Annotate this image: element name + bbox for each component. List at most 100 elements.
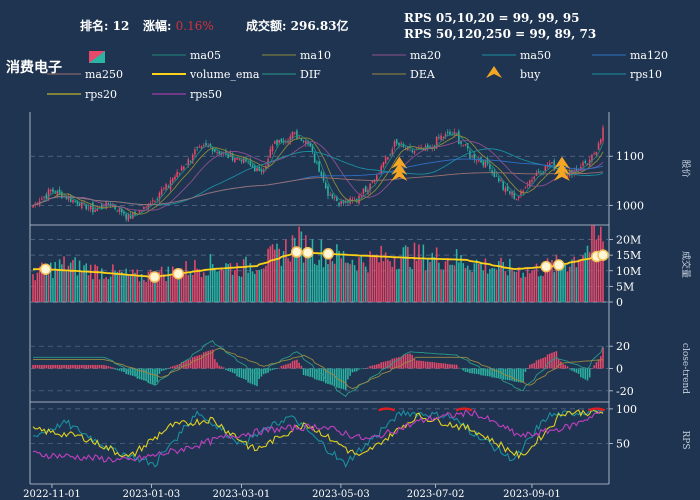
candle-body bbox=[429, 146, 431, 148]
candle-body bbox=[52, 188, 54, 192]
volume-bar bbox=[600, 226, 602, 302]
macd-histogram-bar bbox=[149, 368, 152, 384]
volume-bar bbox=[125, 268, 127, 302]
macd-histogram-bar bbox=[260, 368, 263, 377]
volume-bar bbox=[96, 265, 99, 302]
volume-bar bbox=[415, 260, 418, 302]
candle-body bbox=[442, 137, 445, 138]
macd-histogram-bar bbox=[49, 364, 52, 369]
macd-histogram-bar bbox=[327, 368, 329, 384]
candle-body bbox=[438, 137, 440, 138]
volume-bar bbox=[278, 248, 280, 302]
candle-body bbox=[584, 160, 587, 163]
macd-histogram-bar bbox=[58, 364, 61, 369]
macd-histogram-bar bbox=[103, 364, 105, 369]
macd-histogram-bar bbox=[515, 368, 518, 382]
legend-item-buy: buy bbox=[486, 66, 541, 81]
x-tick-label: 2023-03-01 bbox=[213, 489, 271, 500]
candle-body bbox=[96, 208, 99, 212]
candle-body bbox=[147, 205, 150, 210]
candle-body bbox=[69, 195, 72, 203]
macd-histogram-bar bbox=[324, 368, 327, 384]
macd-histogram-bar bbox=[591, 368, 593, 369]
macd-histogram-bar bbox=[466, 368, 469, 373]
legend-label-buy: buy bbox=[520, 68, 541, 81]
volume-bar bbox=[112, 264, 114, 302]
candle-body bbox=[551, 162, 553, 164]
volume-bar bbox=[364, 266, 367, 302]
dea-line bbox=[33, 347, 604, 390]
volume-bar bbox=[156, 281, 158, 302]
legend: ma05 ma10 ma20 ma50 ma120 ma250 volume_ema DIF D… bbox=[47, 49, 668, 101]
macd-histogram-bar bbox=[160, 368, 163, 372]
volume-bar bbox=[158, 271, 161, 302]
candle-body bbox=[324, 182, 327, 189]
candle-body bbox=[449, 131, 451, 135]
candle-body bbox=[271, 146, 274, 152]
macd-histogram-bar bbox=[393, 358, 396, 369]
candle-body bbox=[473, 153, 476, 160]
candle-body bbox=[174, 176, 176, 180]
candle-body bbox=[602, 127, 604, 141]
candle-body bbox=[200, 146, 203, 149]
rps-line-1: RPS 05,10,20 = 99, 99, 95 bbox=[404, 11, 580, 25]
macd-histogram-bar bbox=[369, 366, 371, 369]
legend-item-ma250: ma250 bbox=[47, 68, 123, 81]
volume-signal-dot bbox=[172, 267, 185, 280]
macd-histogram-bar bbox=[43, 364, 45, 369]
macd-histogram-bar bbox=[123, 368, 125, 373]
candle-body bbox=[34, 203, 36, 205]
candle-body bbox=[593, 153, 595, 154]
candle-body bbox=[218, 151, 221, 155]
macd-histogram-bar bbox=[47, 364, 50, 369]
volume-bar bbox=[360, 255, 363, 302]
candle-body bbox=[364, 186, 367, 192]
macd-histogram-bar bbox=[542, 357, 544, 369]
macd-histogram-bar bbox=[469, 368, 471, 374]
candle-body bbox=[509, 191, 511, 194]
macd-histogram-bar bbox=[529, 364, 531, 369]
volume-bar bbox=[249, 263, 252, 302]
volume-bar bbox=[517, 267, 520, 302]
candle-body bbox=[497, 177, 500, 182]
candle-body bbox=[227, 153, 229, 159]
volume-bar bbox=[413, 242, 416, 302]
volume-bar bbox=[568, 266, 571, 302]
volume-bar bbox=[555, 254, 558, 302]
volume-bar bbox=[595, 239, 598, 302]
candle-body bbox=[531, 179, 533, 182]
volume-bar bbox=[120, 271, 123, 302]
volume-bar bbox=[367, 272, 369, 302]
volume-bar bbox=[571, 259, 573, 302]
volume-bar bbox=[506, 275, 509, 302]
macd-histogram-bar bbox=[54, 364, 56, 369]
volume-bar bbox=[529, 273, 531, 302]
candle-body bbox=[444, 134, 447, 138]
candle-body bbox=[515, 199, 518, 201]
candle-body bbox=[580, 166, 582, 170]
volume-bar bbox=[116, 271, 119, 302]
candle-body bbox=[240, 159, 243, 162]
volume-bar bbox=[577, 259, 580, 302]
macd-histogram-bar bbox=[497, 368, 500, 379]
legend-label-ma05: ma05 bbox=[190, 49, 221, 62]
volume-bar bbox=[369, 251, 371, 302]
candle-body bbox=[376, 175, 378, 182]
volume-bar bbox=[129, 275, 132, 302]
volume-bar bbox=[74, 257, 76, 302]
legend-label-ma20: ma20 bbox=[410, 49, 441, 62]
candle-body bbox=[254, 165, 256, 172]
candle-body bbox=[420, 147, 422, 149]
legend-label-rps20: rps20 bbox=[85, 88, 117, 101]
macd-histogram-bar bbox=[289, 363, 292, 369]
legend-item-rps20: rps20 bbox=[47, 88, 117, 101]
volume-bar bbox=[349, 264, 351, 302]
candle-body bbox=[234, 158, 236, 163]
volume-bar bbox=[52, 277, 54, 302]
candle-body bbox=[389, 154, 391, 156]
volume-bar bbox=[302, 262, 305, 302]
candle-body bbox=[347, 200, 349, 203]
candle-body bbox=[313, 153, 316, 163]
macd-histogram-bar bbox=[573, 368, 575, 372]
